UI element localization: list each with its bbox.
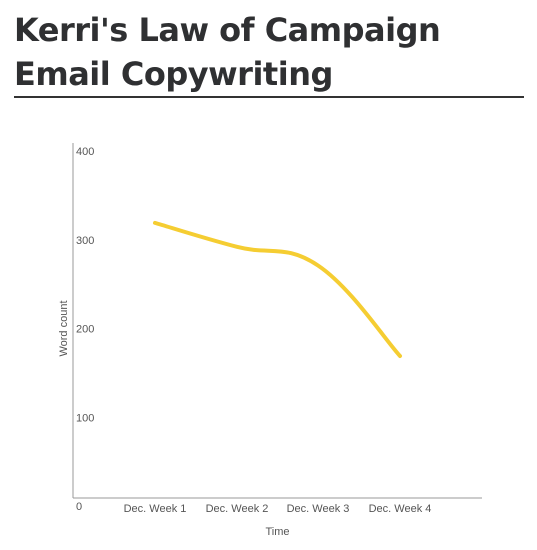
y-tick-label: 400 <box>76 146 94 158</box>
x-tick-label: Dec. Week 3 <box>287 503 350 515</box>
chart-title: Kerri's Law of Campaign Email Copywritin… <box>14 11 441 93</box>
y-tick-label: 300 <box>76 235 94 247</box>
title-divider <box>14 96 524 98</box>
series-line <box>153 220 402 358</box>
y-tick-label: 0 <box>76 501 82 513</box>
x-axis-title: Time <box>265 526 289 538</box>
chart-series <box>153 220 402 358</box>
x-axis-ticks: Dec. Week 1 Dec. Week 2 Dec. Week 3 Dec. We… <box>124 503 432 515</box>
y-tick-label: 100 <box>76 412 94 424</box>
x-tick-label: Dec. Week 4 <box>369 503 432 515</box>
y-tick-label: 200 <box>76 324 94 336</box>
x-tick-label: Dec. Week 2 <box>206 503 269 515</box>
y-axis-ticks: 0 100 200 300 400 <box>76 146 94 513</box>
y-axis-title: Word count <box>58 300 70 356</box>
x-tick-label: Dec. Week 1 <box>124 503 187 515</box>
chart-axes <box>72 143 482 499</box>
